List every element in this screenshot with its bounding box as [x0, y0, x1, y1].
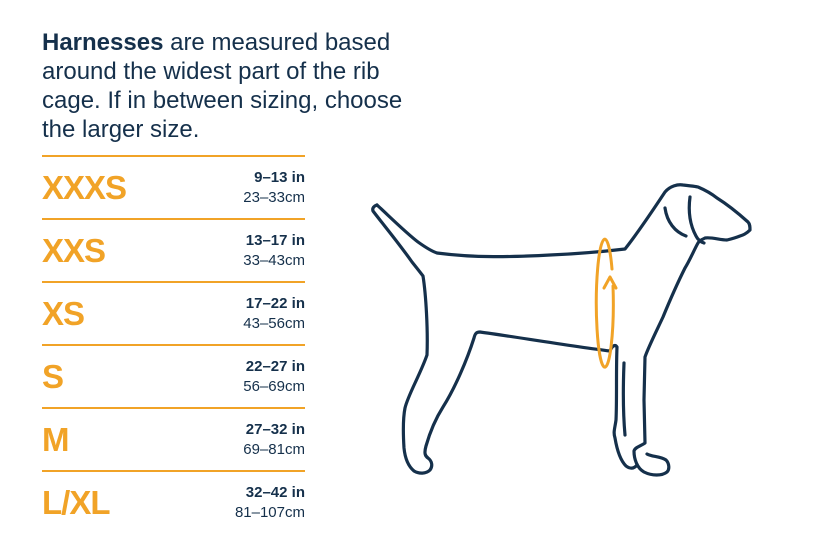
intro-lead-word: Harnesses — [42, 29, 164, 56]
dog-far-foreleg-path — [621, 361, 627, 437]
size-label: M — [42, 421, 69, 458]
size-row-xs: XS 17–22 in 43–56cm — [42, 281, 305, 344]
size-measurement: 22–27 in 56–69cm — [243, 357, 305, 396]
dog-illustration — [371, 183, 752, 477]
size-measurement: 27–32 in 69–81cm — [243, 420, 305, 459]
intro-line-rest: are measured based — [163, 29, 391, 56]
size-label: XS — [42, 295, 85, 332]
intro-line: the larger size. — [42, 116, 200, 143]
dog-ear-front-path — [687, 195, 706, 245]
measurement-inches: 27–32 in — [245, 421, 305, 438]
measurement-inches: 22–27 in — [245, 358, 305, 375]
size-measurement: 17–22 in 43–56cm — [243, 294, 305, 333]
measurement-inches: 32–42 in — [245, 484, 305, 501]
size-row-xxxs: XXXS 9–13 in 23–33cm — [42, 155, 305, 218]
measurement-cm: 81–107cm — [234, 503, 305, 521]
measurement-inches: 9–13 in — [254, 169, 305, 186]
size-measurement: 9–13 in 23–33cm — [243, 168, 305, 207]
measurement-cm: 23–33cm — [243, 188, 305, 206]
size-measurement: 13–17 in 33–43cm — [243, 231, 305, 270]
size-table: XXXS 9–13 in 23–33cm XXS 13–17 in 33–43c… — [42, 155, 305, 533]
intro-line: cage. If in between sizing, choose — [42, 87, 403, 114]
size-row-s: S 22–27 in 56–69cm — [42, 344, 305, 407]
girth-measurement-ellipse — [594, 237, 615, 369]
measurement-cm: 56–69cm — [243, 377, 305, 395]
size-row-lxl: L/XL 32–42 in 81–107cm — [42, 470, 305, 533]
size-label: L/XL — [42, 484, 110, 521]
size-label: S — [42, 358, 64, 395]
intro-line: around the widest part of the rib — [42, 58, 380, 85]
intro-text: Harnesses are measured based around the … — [42, 28, 462, 144]
measurement-cm: 43–56cm — [243, 314, 305, 332]
measurement-inches: 17–22 in — [245, 295, 305, 312]
dog-ear-back-path — [663, 206, 688, 238]
size-row-xxs: XXS 13–17 in 33–43cm — [42, 218, 305, 281]
measurement-cm: 69–81cm — [243, 440, 305, 458]
measurement-inches: 13–17 in — [245, 232, 305, 249]
measurement-arrow-icon — [602, 275, 618, 290]
size-label: XXS — [42, 232, 106, 269]
dog-body-outline-path — [375, 183, 752, 477]
intro-line: Harnesses are measured based — [42, 28, 462, 57]
dog-tail-hindleg-belly-path — [371, 203, 639, 475]
size-row-m: M 27–32 in 69–81cm — [42, 407, 305, 470]
measurement-cm: 33–43cm — [243, 251, 305, 269]
size-measurement: 32–42 in 81–107cm — [235, 483, 305, 522]
size-label: XXXS — [42, 169, 127, 206]
